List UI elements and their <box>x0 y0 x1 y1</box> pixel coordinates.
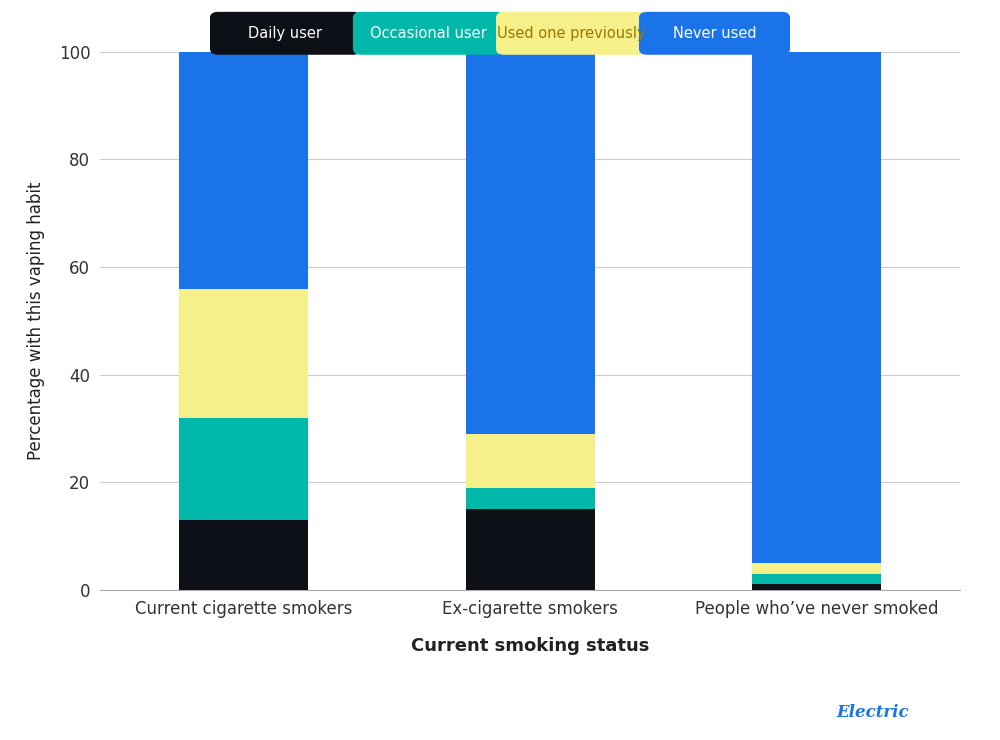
Bar <box>466 488 594 509</box>
Bar <box>466 509 594 590</box>
Bar <box>179 417 308 519</box>
Bar <box>179 52 308 289</box>
Text: Used one previously: Used one previously <box>497 26 646 41</box>
Bar <box>179 289 308 417</box>
Text: TOBACCONIST: TOBACCONIST <box>849 704 982 722</box>
Bar <box>179 519 308 590</box>
Y-axis label: Percentage with this vaping habit: Percentage with this vaping habit <box>27 181 45 460</box>
Bar <box>752 585 881 590</box>
Text: Never used: Never used <box>673 26 756 41</box>
Text: Daily user: Daily user <box>248 26 322 41</box>
Text: Electric: Electric <box>836 704 909 722</box>
Bar <box>752 574 881 585</box>
Bar <box>466 434 594 488</box>
Bar <box>752 52 881 563</box>
X-axis label: Current smoking status: Current smoking status <box>411 637 649 655</box>
Bar <box>466 52 594 434</box>
Bar <box>752 563 881 574</box>
Text: Source: ONS: Source: ONS <box>18 705 110 721</box>
Text: Occasional user: Occasional user <box>370 26 487 41</box>
